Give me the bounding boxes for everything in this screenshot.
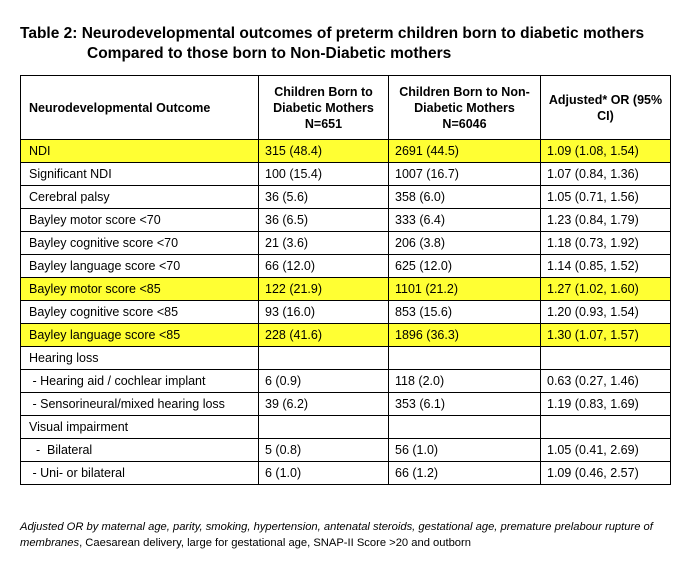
cell-outcome: Bayley motor score <85: [20, 277, 259, 301]
table-header-row: Neurodevelopmental Outcome Children Born…: [20, 75, 671, 140]
footnote-italic: Adjusted OR by maternal age, parity, smo…: [20, 521, 653, 549]
cell-adjusted-or: [540, 415, 671, 439]
header-adjusted-or: Adjusted* OR (95% CI): [540, 75, 671, 140]
cell-outcome: - Hearing aid / cochlear implant: [20, 369, 259, 393]
cell-diabetic: 315 (48.4): [258, 139, 389, 163]
cell-outcome: Bayley language score <70: [20, 254, 259, 278]
cell-diabetic: [258, 346, 389, 370]
table-row: - Uni- or bilateral 6 (1.0) 66 (1.2) 1.09 (…: [20, 461, 671, 485]
cell-diabetic: 36 (6.5): [258, 208, 389, 232]
table-row: Bayley cognitive score <85 93 (16.0) 853 (…: [20, 300, 671, 324]
cell-non-diabetic: 353 (6.1): [388, 392, 541, 416]
cell-outcome: Bayley cognitive score <85: [20, 300, 259, 324]
cell-non-diabetic: [388, 415, 541, 439]
cell-non-diabetic: 358 (6.0): [388, 185, 541, 209]
cell-adjusted-or: 1.09 (0.46, 2.57): [540, 461, 671, 485]
cell-non-diabetic: 2691 (44.5): [388, 139, 541, 163]
cell-diabetic: 36 (5.6): [258, 185, 389, 209]
cell-diabetic: 93 (16.0): [258, 300, 389, 324]
cell-adjusted-or: 1.05 (0.71, 1.56): [540, 185, 671, 209]
cell-diabetic: 5 (0.8): [258, 438, 389, 462]
table-row: - Bilateral 5 (0.8) 56 (1.0) 1.05 (0.41, 2.…: [20, 438, 671, 462]
cell-non-diabetic: 1896 (36.3): [388, 323, 541, 347]
cell-non-diabetic: 1101 (21.2): [388, 277, 541, 301]
cell-outcome: - Bilateral: [20, 438, 259, 462]
cell-outcome: Cerebral palsy: [20, 185, 259, 209]
cell-outcome: Hearing loss: [20, 346, 259, 370]
cell-adjusted-or: 1.23 (0.84, 1.79): [540, 208, 671, 232]
cell-non-diabetic: 625 (12.0): [388, 254, 541, 278]
cell-outcome: Visual impairment: [20, 415, 259, 439]
table-row: Bayley motor score <85 122 (21.9) 1101 (21…: [20, 277, 671, 301]
cell-adjusted-or: 1.19 (0.83, 1.69): [540, 392, 671, 416]
table-title-line-2: Compared to those born to Non-Diabetic m…: [87, 45, 452, 62]
cell-adjusted-or: 1.27 (1.02, 1.60): [540, 277, 671, 301]
table-title: Table 2: Neurodevelopmental outcomes of …: [20, 24, 690, 64]
cell-adjusted-or: 1.05 (0.41, 2.69): [540, 438, 671, 462]
cell-diabetic: 228 (41.6): [258, 323, 389, 347]
cell-non-diabetic: 333 (6.4): [388, 208, 541, 232]
cell-adjusted-or: 1.30 (1.07, 1.57): [540, 323, 671, 347]
cell-outcome: Bayley cognitive score <70: [20, 231, 259, 255]
table-row: Bayley language score <85 228 (41.6) 1896 …: [20, 323, 671, 347]
cell-adjusted-or: [540, 346, 671, 370]
outcomes-table: Neurodevelopmental Outcome Children Born…: [20, 75, 671, 485]
table-row: Bayley language score <70 66 (12.0) 625 (1…: [20, 254, 671, 278]
cell-adjusted-or: 1.14 (0.85, 1.52): [540, 254, 671, 278]
cell-outcome: Bayley motor score <70: [20, 208, 259, 232]
cell-outcome: Significant NDI: [20, 162, 259, 186]
footnote-plain: , Caesarean delivery, large for gestatio…: [79, 537, 471, 549]
cell-outcome: Bayley language score <85: [20, 323, 259, 347]
table-row: Cerebral palsy 36 (5.6) 358 (6.0) 1.05 (0.7…: [20, 185, 671, 209]
cell-diabetic: 6 (0.9): [258, 369, 389, 393]
table-row: Hearing loss: [20, 346, 671, 370]
cell-non-diabetic: 853 (15.6): [388, 300, 541, 324]
cell-adjusted-or: 1.20 (0.93, 1.54): [540, 300, 671, 324]
cell-outcome: NDI: [20, 139, 259, 163]
cell-diabetic: 122 (21.9): [258, 277, 389, 301]
table-title-line-1: Table 2: Neurodevelopmental outcomes of …: [20, 25, 645, 42]
cell-diabetic: 100 (15.4): [258, 162, 389, 186]
cell-adjusted-or: 0.63 (0.27, 1.46): [540, 369, 671, 393]
cell-diabetic: 6 (1.0): [258, 461, 389, 485]
cell-adjusted-or: 1.09 (1.08, 1.54): [540, 139, 671, 163]
header-non-diabetic: Children Born to Non-Diabetic Mothers N=…: [388, 75, 541, 140]
cell-non-diabetic: [388, 346, 541, 370]
table-row: Significant NDI 100 (15.4) 1007 (16.7) 1.07…: [20, 162, 671, 186]
table-row: - Hearing aid / cochlear implant 6 (0.9) 1…: [20, 369, 671, 393]
footnote: Adjusted OR by maternal age, parity, smo…: [20, 519, 680, 551]
table-row: Bayley motor score <70 36 (6.5) 333 (6.4) 1…: [20, 208, 671, 232]
cell-non-diabetic: 206 (3.8): [388, 231, 541, 255]
cell-adjusted-or: 1.07 (0.84, 1.36): [540, 162, 671, 186]
cell-diabetic: 66 (12.0): [258, 254, 389, 278]
cell-adjusted-or: 1.18 (0.73, 1.92): [540, 231, 671, 255]
cell-outcome: - Sensorineural/mixed hearing loss: [20, 392, 259, 416]
cell-non-diabetic: 66 (1.2): [388, 461, 541, 485]
table-row: Visual impairment: [20, 415, 671, 439]
cell-diabetic: 21 (3.6): [258, 231, 389, 255]
header-diabetic: Children Born to Diabetic Mothers N=651: [258, 75, 389, 140]
cell-diabetic: [258, 415, 389, 439]
header-outcome: Neurodevelopmental Outcome: [20, 75, 259, 140]
cell-non-diabetic: 118 (2.0): [388, 369, 541, 393]
table-row: NDI 315 (48.4) 2691 (44.5) 1.09 (1.08, 1.54…: [20, 139, 671, 163]
cell-outcome: - Uni- or bilateral: [20, 461, 259, 485]
table-body: NDI 315 (48.4) 2691 (44.5) 1.09 (1.08, 1.54…: [20, 139, 671, 485]
cell-non-diabetic: 1007 (16.7): [388, 162, 541, 186]
table-row: - Sensorineural/mixed hearing loss 39 (6.…: [20, 392, 671, 416]
cell-non-diabetic: 56 (1.0): [388, 438, 541, 462]
cell-diabetic: 39 (6.2): [258, 392, 389, 416]
table-row: Bayley cognitive score <70 21 (3.6) 206 (3…: [20, 231, 671, 255]
